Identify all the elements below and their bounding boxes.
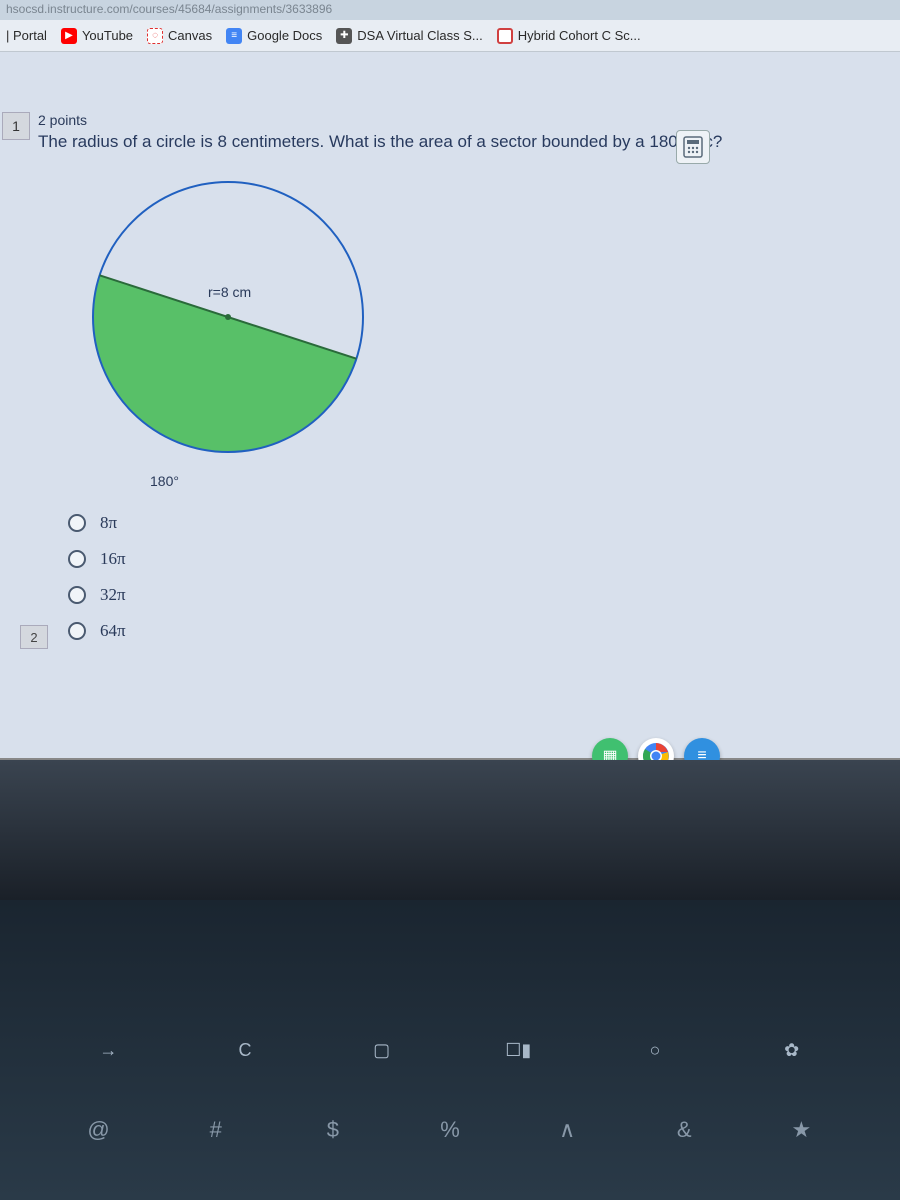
circle-diagram: r=8 cm 180° xyxy=(78,172,900,489)
radio-button[interactable] xyxy=(68,622,86,640)
gdocs-icon: ≡ xyxy=(226,28,242,44)
fn-brightness-up-icon: ✿ xyxy=(767,1040,817,1061)
screen-bezel xyxy=(0,760,900,900)
question-points: 2 points xyxy=(38,112,900,128)
fn-fullscreen-icon: ▢ xyxy=(357,1040,407,1061)
key-star: ★ xyxy=(776,1117,826,1143)
question-number: 1 xyxy=(2,112,30,140)
hybrid-icon xyxy=(497,28,513,44)
bookmark-dsa[interactable]: ✚ DSA Virtual Class S... xyxy=(336,28,482,44)
url-text: hsocsd.instructure.com/courses/45684/ass… xyxy=(6,2,332,16)
keyboard: → C ▢ ☐▮ ○ ✿ @ # $ % ∧ & ★ xyxy=(0,900,900,1200)
answer-option[interactable]: 32π xyxy=(68,577,900,613)
number-key-row: @ # $ % ∧ & ★ xyxy=(0,1061,900,1143)
question-text: The radius of a circle is 8 centimeters.… xyxy=(38,132,900,152)
answer-option[interactable]: 64π xyxy=(68,613,900,649)
answer-label: 16π xyxy=(100,549,126,569)
question-body: 2 points The radius of a circle is 8 cen… xyxy=(30,112,900,649)
svg-text:r=8 cm: r=8 cm xyxy=(208,284,251,300)
content: 1 2 points The radius of a circle is 8 c… xyxy=(0,112,900,649)
key-caret: ∧ xyxy=(542,1117,592,1143)
fn-refresh-icon: C xyxy=(220,1040,270,1061)
bookmark-gdocs[interactable]: ≡ Google Docs xyxy=(226,28,322,44)
radio-button[interactable] xyxy=(68,514,86,532)
dsa-icon: ✚ xyxy=(336,28,352,44)
bookmark-label: DSA Virtual Class S... xyxy=(357,28,482,43)
angle-label: 180° xyxy=(150,473,900,489)
answer-label: 32π xyxy=(100,585,126,605)
bookmark-hybrid[interactable]: Hybrid Cohort C Sc... xyxy=(497,28,641,44)
calculator-icon xyxy=(683,136,703,158)
key-at: @ xyxy=(74,1117,124,1143)
bookmark-canvas[interactable]: ◌ Canvas xyxy=(147,28,212,44)
bookmark-label: YouTube xyxy=(82,28,133,43)
calculator-button[interactable] xyxy=(676,130,710,164)
key-percent: % xyxy=(425,1117,475,1143)
fn-overview-icon: ☐▮ xyxy=(493,1040,543,1061)
radio-button[interactable] xyxy=(68,586,86,604)
bookmark-youtube[interactable]: ▶ YouTube xyxy=(61,28,133,44)
answer-label: 8π xyxy=(100,513,117,533)
function-key-row: → C ▢ ☐▮ ○ ✿ xyxy=(0,900,900,1061)
bookmark-portal[interactable]: | Portal xyxy=(6,28,47,43)
key-amp: & xyxy=(659,1117,709,1143)
sector-svg: r=8 cm xyxy=(78,172,378,462)
key-hash: # xyxy=(191,1117,241,1143)
answer-option[interactable]: 16π xyxy=(68,541,900,577)
key-dollar: $ xyxy=(308,1117,358,1143)
youtube-icon: ▶ xyxy=(61,28,77,44)
screen: hsocsd.instructure.com/courses/45684/ass… xyxy=(0,0,900,760)
answer-label: 64π xyxy=(100,621,126,641)
radio-button[interactable] xyxy=(68,550,86,568)
next-question-number[interactable]: 2 xyxy=(20,625,48,649)
fn-brightness-down-icon: ○ xyxy=(630,1040,680,1061)
bookmark-label: | Portal xyxy=(6,28,47,43)
bookmark-label: Hybrid Cohort C Sc... xyxy=(518,28,641,43)
fn-forward-icon: → xyxy=(83,1040,133,1061)
canvas-icon: ◌ xyxy=(147,28,163,44)
bookmark-label: Google Docs xyxy=(247,28,322,43)
url-bar: hsocsd.instructure.com/courses/45684/ass… xyxy=(0,0,900,20)
question-block: 1 2 points The radius of a circle is 8 c… xyxy=(0,112,900,649)
bookmarks-bar: | Portal ▶ YouTube ◌ Canvas ≡ Google Doc… xyxy=(0,20,900,52)
bookmark-label: Canvas xyxy=(168,28,212,43)
answer-option[interactable]: 8π xyxy=(68,505,900,541)
answer-list: 8π 16π 32π 64π xyxy=(68,505,900,649)
